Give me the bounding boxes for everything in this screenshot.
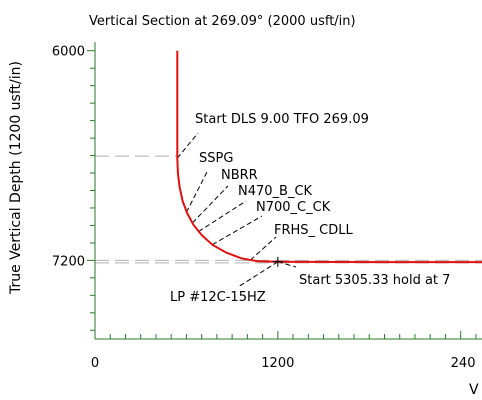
annotation-label: N700_C_CK [256, 200, 331, 215]
x-tick-label: 240 [451, 356, 476, 371]
y-ticks [87, 50, 95, 331]
annotation-label: FRHS_ CDLL [274, 223, 354, 238]
annotation-leader [212, 215, 263, 246]
x-tick-labels: 0 1200 240 [91, 356, 476, 371]
annotation-label: N470_B_CK [238, 184, 313, 199]
annotation-leader [176, 132, 199, 159]
annotation-leader [250, 236, 277, 261]
y-tick-labels: 6000 7200 [52, 45, 85, 270]
x-tick-label: 0 [91, 356, 99, 371]
annotation-label: NBRR [221, 168, 258, 183]
annotation-leaders [176, 132, 297, 288]
annotation-label: SSPG [199, 151, 233, 166]
y-tick-label: 7200 [52, 254, 85, 269]
x-axis-label: V [469, 382, 479, 398]
annotation-label: Start DLS 9.00 TFO 269.09 [195, 112, 369, 127]
annotation-leader [198, 200, 247, 232]
chart-title: Vertical Section at 269.09° (2000 usft/i… [89, 14, 356, 29]
y-axis-label: True Vertical Depth (1200 usft/in) [8, 61, 24, 295]
markers [272, 256, 283, 267]
y-tick-label: 6000 [52, 45, 85, 60]
x-ticks [94, 331, 477, 339]
annotation-label: LP #12C-15HZ [170, 290, 266, 305]
annotation-labels: Start DLS 9.00 TFO 269.09 SSPG NBRRN470_B_… [170, 112, 450, 305]
annotation-leader [237, 261, 279, 288]
annotation-leader [192, 185, 229, 224]
annotation-leader [185, 169, 209, 213]
x-tick-label: 1200 [261, 356, 294, 371]
annotation-label: Start 5305.33 hold at 7 [299, 273, 450, 288]
